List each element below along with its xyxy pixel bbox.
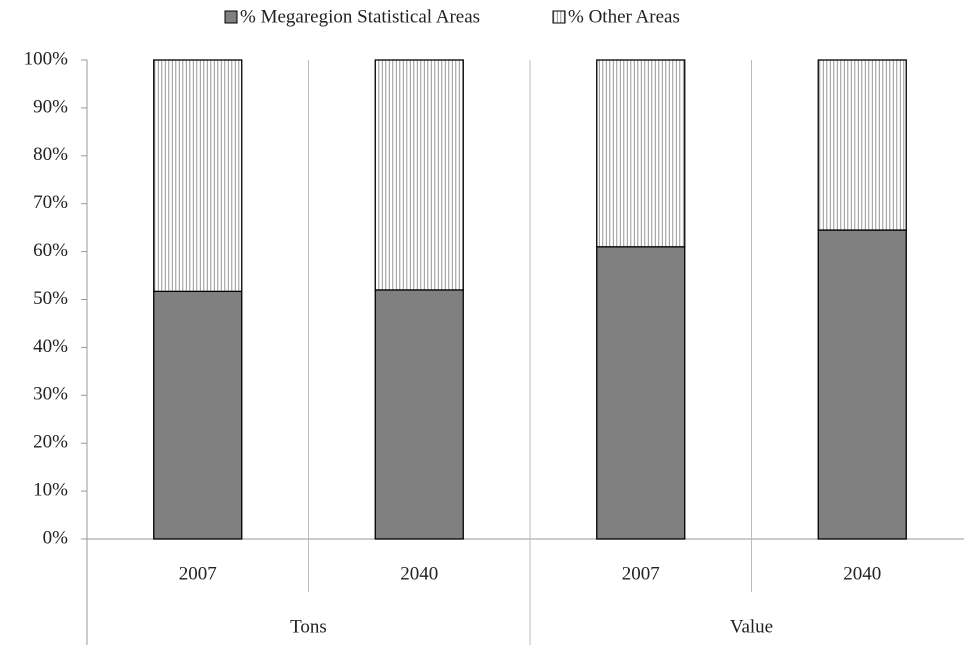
y-tick-label: 0% xyxy=(43,527,69,548)
group-label: Tons xyxy=(290,616,327,637)
y-tick-label: 50% xyxy=(33,288,68,309)
x-tick-label: 2040 xyxy=(843,563,881,584)
legend-swatch xyxy=(552,10,566,24)
legend-swatch xyxy=(224,10,238,24)
legend-label: % Megaregion Statistical Areas xyxy=(240,6,480,27)
legend-label: % Other Areas xyxy=(568,6,680,27)
y-tick-label: 20% xyxy=(33,432,68,453)
group-label: Value xyxy=(730,616,773,637)
y-tick-label: 40% xyxy=(33,336,68,357)
x-tick-label: 2007 xyxy=(179,563,217,584)
bar-segment xyxy=(153,59,243,293)
bar-segment xyxy=(374,59,464,291)
y-tick-label: 10% xyxy=(33,479,68,500)
x-tick-label: 2040 xyxy=(400,563,438,584)
y-tick-label: 70% xyxy=(33,192,68,213)
bar-segment xyxy=(153,290,243,540)
y-tick-label: 30% xyxy=(33,384,68,405)
bar-segment xyxy=(817,229,907,540)
y-tick-label: 90% xyxy=(33,96,68,117)
bar-segment xyxy=(817,59,907,231)
y-tick-label: 80% xyxy=(33,144,68,165)
bar-segment xyxy=(596,246,686,540)
x-tick-label: 2007 xyxy=(622,563,660,584)
bar-segment xyxy=(596,59,686,248)
y-tick-label: 100% xyxy=(24,48,69,69)
y-tick-label: 60% xyxy=(33,240,68,261)
bar-segment xyxy=(374,289,464,540)
